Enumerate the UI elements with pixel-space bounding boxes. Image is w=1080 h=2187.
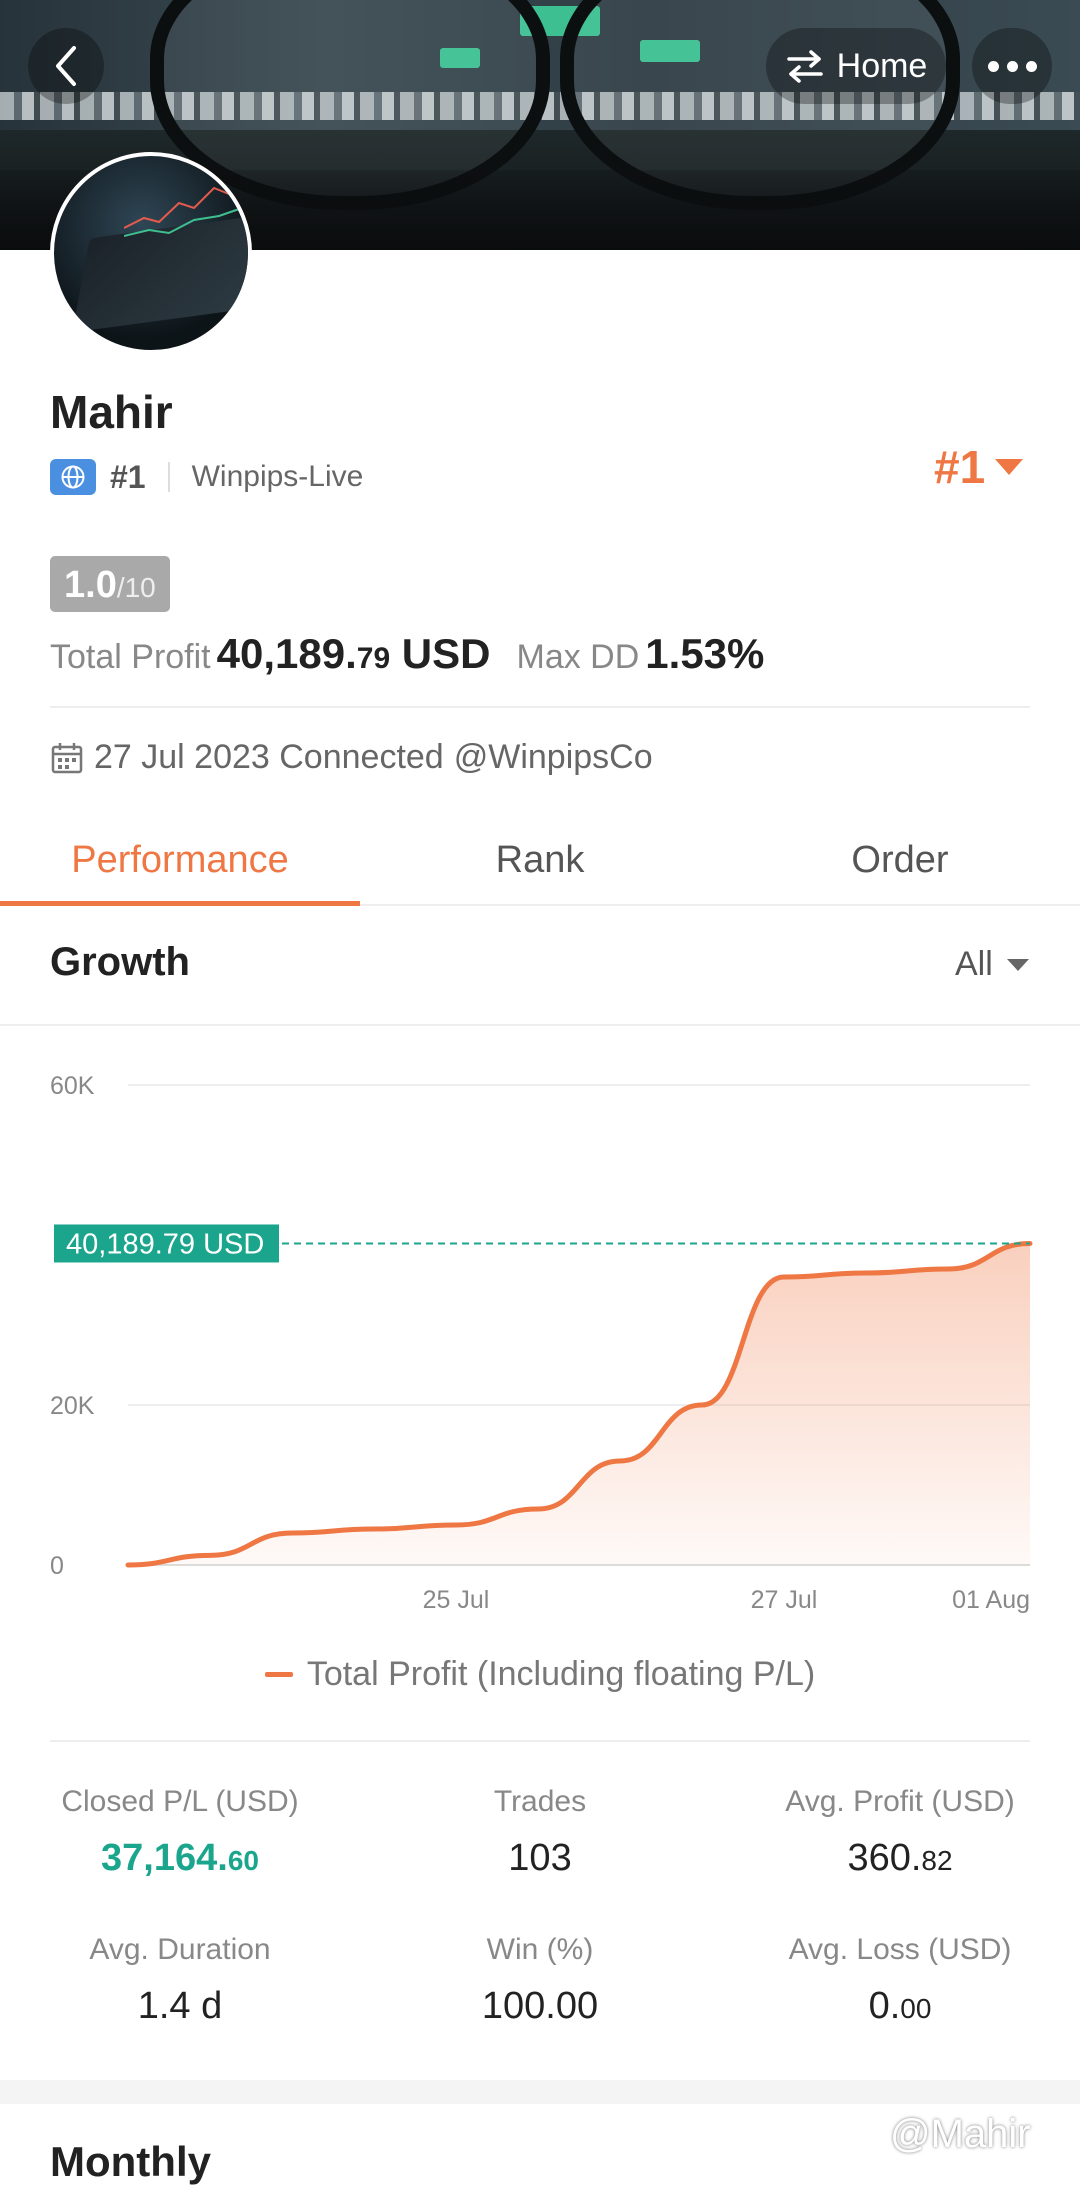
growth-title: Growth (50, 940, 190, 984)
caret-down-icon (1006, 958, 1029, 971)
connection-info: 27 Jul 2023 Connected @WinpipsCo (50, 738, 653, 777)
stat-label: Win (%) (486, 1933, 594, 1966)
stat-label: Closed P/L (USD) (61, 1785, 299, 1818)
divider (50, 706, 1030, 708)
total-profit-currency: USD (390, 630, 491, 677)
stat-value: 0.00 (720, 1985, 1080, 2028)
stat-label: Trades (493, 1785, 587, 1818)
max-dd-label: Max DD (516, 638, 640, 676)
broker-name: Winpips-Live (191, 460, 364, 493)
stat-value-main: 1.4 d (137, 1985, 223, 2027)
rank-big-value: #1 (934, 441, 986, 493)
stat-label: Avg. Loss (USD) (788, 1933, 1012, 1966)
global-rank: #1 (110, 458, 146, 495)
stat-value-main: 360. (847, 1837, 922, 1879)
stat-closed-pl: Closed P/L (USD) 37,164.60 (0, 1785, 360, 1880)
stat-value-decimal: 00 (900, 1993, 932, 2024)
stat-value-decimal: 60 (227, 1845, 259, 1876)
total-profit-value: 40,189.79 USD (217, 630, 491, 678)
stat-value: 103 (360, 1837, 720, 1880)
y-tick-label: 0 (50, 1552, 64, 1580)
avatar-chart-graphic (124, 186, 243, 237)
stat-trades: Trades 103 (360, 1785, 720, 1880)
stat-value-main: 100.00 (481, 1985, 599, 2027)
stat-value: 37,164.60 (0, 1837, 360, 1880)
stat-value: 1.4 d (0, 1985, 360, 2028)
rank-dropdown[interactable]: #1 (934, 440, 1024, 494)
stat-avg-duration: Avg. Duration 1.4 d (0, 1933, 360, 2028)
legend-label: Total Profit (Including floating P/L) (306, 1655, 816, 1693)
total-profit-decimal: 79 (356, 642, 391, 675)
tab-order[interactable]: Order (851, 839, 949, 881)
section-spacer (0, 2080, 1080, 2104)
back-button[interactable] (28, 28, 104, 104)
stat-value-decimal: 82 (921, 1845, 953, 1876)
stat-avg-loss: Avg. Loss (USD) 0.00 (720, 1933, 1080, 2028)
home-label: Home (836, 46, 928, 85)
chart-legend: Total Profit (Including floating P/L) (0, 1655, 1080, 1694)
score-sub: /10 (116, 572, 156, 603)
chart-area (128, 1243, 1030, 1565)
total-profit-label: Total Profit (50, 638, 211, 676)
globe-icon (50, 459, 96, 495)
max-dd-value: 1.53% (645, 630, 765, 677)
period-filter[interactable]: All (955, 945, 1029, 984)
tab-bar: Performance Rank Order (0, 820, 1080, 906)
divider (50, 1740, 1030, 1742)
divider (0, 1024, 1080, 1026)
stat-label: Avg. Profit (USD) (785, 1785, 1015, 1818)
score-main: 1.0 (64, 564, 117, 606)
tab-rank[interactable]: Rank (495, 839, 585, 881)
connected-date: 27 Jul 2023 Connected (94, 738, 444, 776)
chevron-left-icon (56, 46, 76, 86)
y-tick-label: 60K (50, 1072, 95, 1100)
stat-value-main: 37,164. (101, 1837, 228, 1879)
tab-performance[interactable]: Performance (0, 820, 360, 906)
swap-arrows-icon (786, 50, 823, 83)
stat-avg-profit: Avg. Profit (USD) 360.82 (720, 1785, 1080, 1880)
x-tick-label: 01 Aug (952, 1586, 1030, 1614)
profit-summary: Total Profit 40,189.79 USD Max DD 1.53% (50, 630, 764, 678)
chart-series-line (125, 1240, 1033, 1568)
x-tick-label: 25 Jul (423, 1586, 490, 1614)
x-tick-label: 27 Jul (751, 1586, 818, 1614)
trader-name: Mahir (50, 386, 173, 438)
watermark: @Mahir (890, 2112, 1031, 2156)
stat-value: 100.00 (360, 1985, 720, 2028)
avatar[interactable] (50, 152, 252, 354)
y-tick-label: 20K (50, 1392, 95, 1420)
home-button[interactable]: Home (766, 28, 946, 104)
period-filter-label: All (955, 945, 993, 983)
stat-label: Avg. Duration (89, 1933, 271, 1966)
monthly-title: Monthly (50, 2138, 211, 2185)
stat-value: 360.82 (720, 1837, 1080, 1880)
total-profit-main: 40,189. (216, 630, 357, 677)
connected-handle[interactable]: @WinpipsCo (453, 738, 653, 776)
calendar-icon (51, 742, 83, 773)
score-badge: 1.0 /10 (50, 556, 170, 612)
caret-down-icon (995, 459, 1024, 475)
current-value-label: 40,189.79 USD (66, 1228, 264, 1260)
meta-separator (167, 462, 170, 492)
legend-swatch (264, 1672, 293, 1677)
stat-value-main: 0. (868, 1985, 901, 2027)
growth-chart: 40,189.79 USD 60K 20K 0 25 Jul 27 Jul 01 Aug (50, 1072, 1033, 1614)
trader-meta: #1 Winpips-Live (50, 455, 363, 499)
current-value-box (54, 1224, 279, 1263)
more-button[interactable] (972, 28, 1052, 104)
more-dots-icon (987, 60, 1037, 72)
stat-win-rate: Win (%) 100.00 (360, 1933, 720, 2028)
stat-value-main: 103 (508, 1837, 572, 1879)
